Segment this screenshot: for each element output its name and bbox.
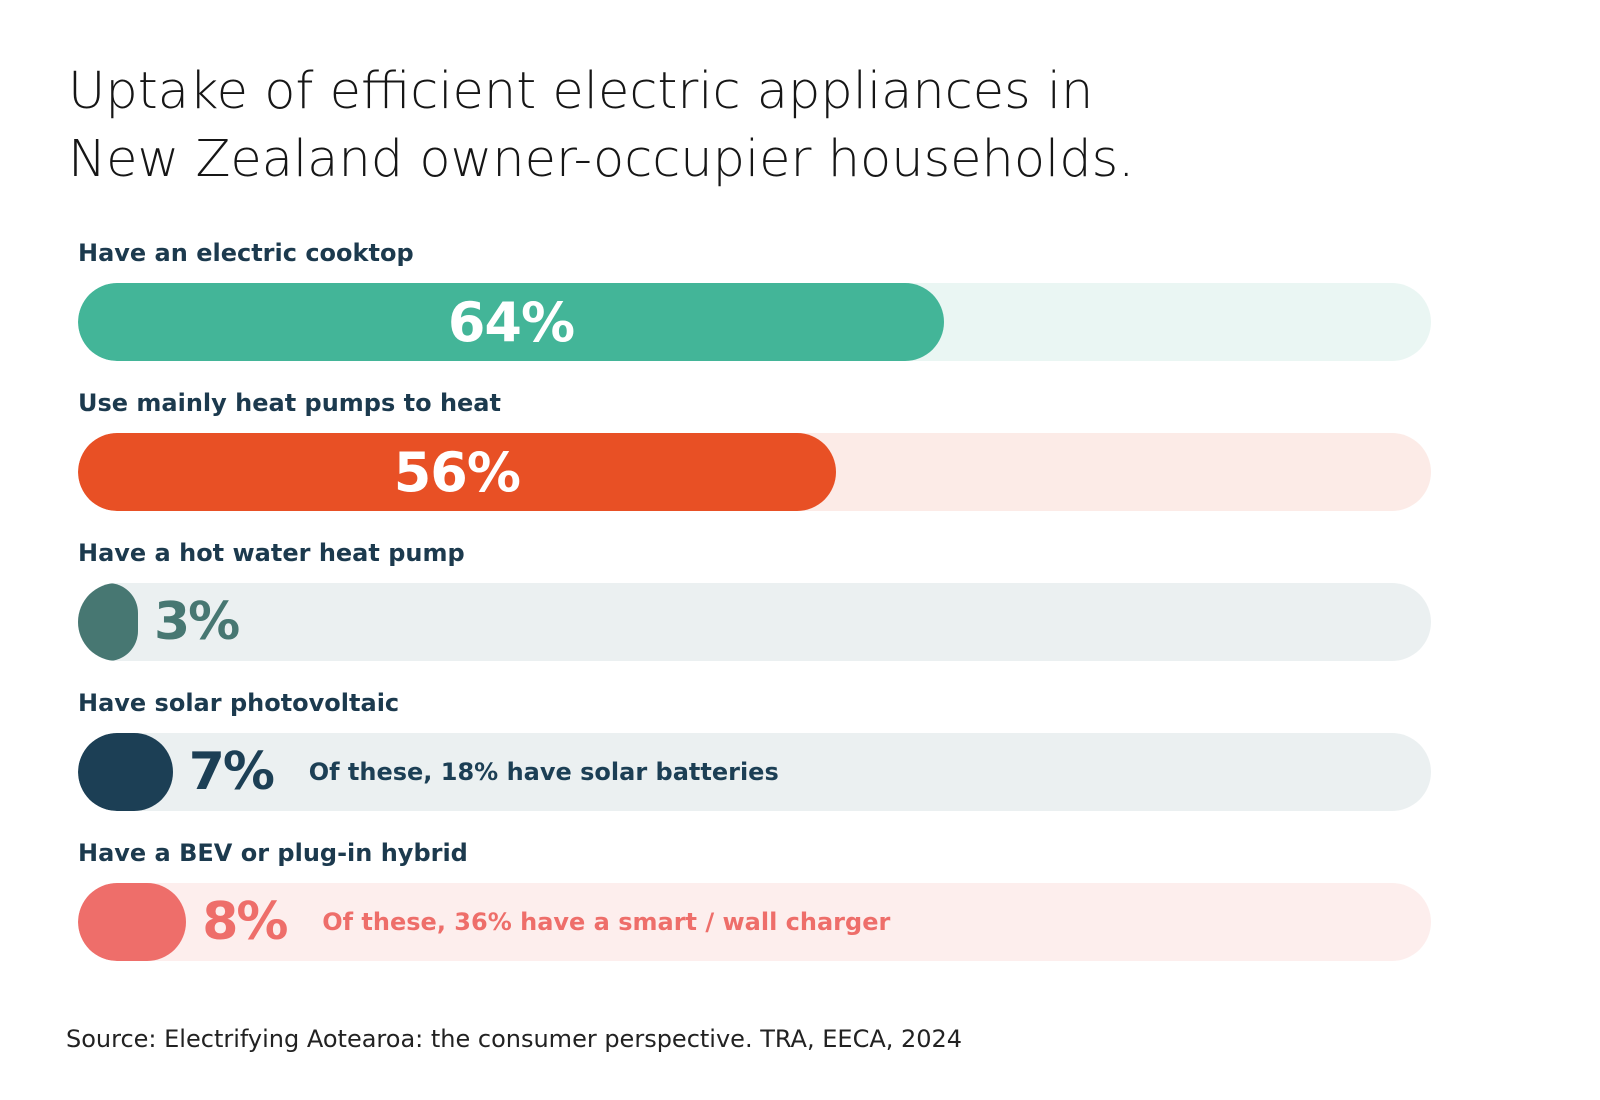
- bar-track: 56%: [78, 433, 1431, 511]
- bar: [78, 583, 138, 661]
- source-note: Source: Electrifying Aotearoa: the consu…: [66, 1025, 963, 1053]
- bar-track: 64%: [78, 283, 1431, 361]
- category-label: Use mainly heat pumps to heat: [78, 389, 501, 417]
- bar-value-label: 8%: [202, 892, 288, 952]
- bar: [78, 433, 836, 511]
- chart-title-line-1: Uptake of efficient electric appliances …: [68, 62, 1094, 121]
- bar: [78, 733, 173, 811]
- bar-value-label: 7%: [188, 742, 275, 802]
- bar-track: 8% Of these, 36% have a smart / wall char…: [78, 883, 1431, 961]
- bar-annotation: Of these, 36% have a smart / wall charge…: [322, 908, 891, 936]
- bar: [78, 283, 944, 361]
- chart-title: Uptake of efficient electric appliances …: [68, 58, 1268, 194]
- bar-track: 7% Of these, 18% have solar batteries: [78, 733, 1431, 811]
- bar-value-label: 64%: [447, 290, 575, 354]
- category-label: Have solar photovoltaic: [78, 689, 400, 717]
- category-label: Have a hot water heat pump: [78, 539, 465, 567]
- category-label: Have an electric cooktop: [78, 239, 414, 267]
- bar-value-label: 3%: [154, 592, 240, 652]
- bar-track: 3%: [78, 583, 1431, 661]
- bar-value-label: 56%: [393, 440, 521, 504]
- bar-annotation: Of these, 18% have solar batteries: [308, 758, 779, 786]
- chart-title-line-2: New Zealand owner-occupier households.: [68, 130, 1135, 189]
- bar: [78, 883, 187, 961]
- category-label: Have a BEV or plug-in hybrid: [78, 839, 468, 867]
